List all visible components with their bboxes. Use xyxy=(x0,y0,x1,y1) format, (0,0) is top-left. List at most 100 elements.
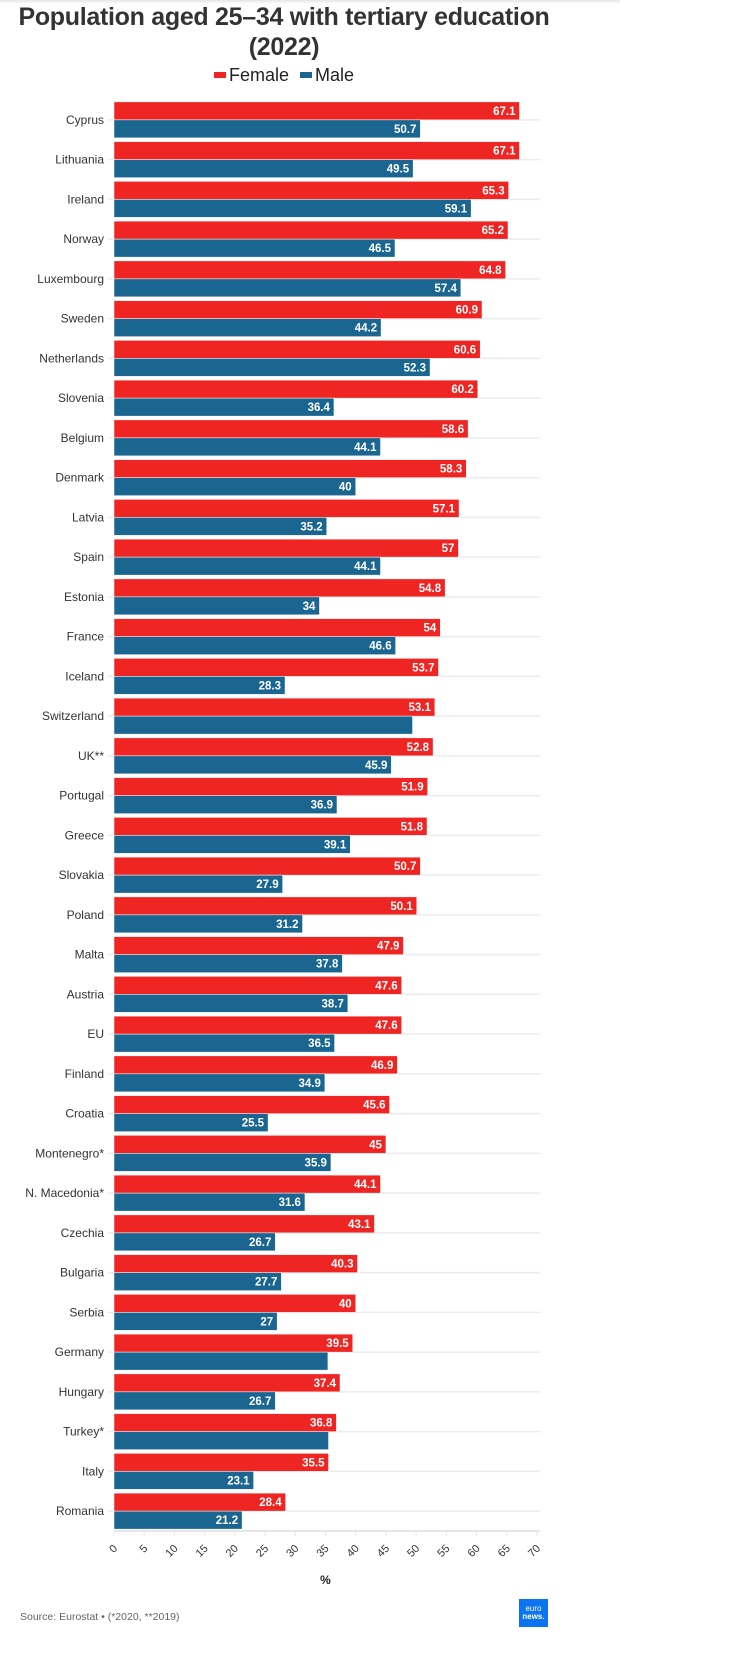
data-label-female: 65.2 xyxy=(482,225,504,237)
bar-male[interactable] xyxy=(113,1073,326,1093)
bar-female[interactable] xyxy=(113,1333,353,1353)
bar-male[interactable] xyxy=(113,1471,254,1490)
bar-female[interactable] xyxy=(113,856,421,876)
x-axis-title: % xyxy=(320,1573,331,1587)
bar-female[interactable] xyxy=(113,737,434,757)
bar-male[interactable] xyxy=(113,874,283,894)
bar-female[interactable] xyxy=(113,976,402,995)
x-tick-label: 25 xyxy=(254,1543,271,1560)
bar-male[interactable] xyxy=(113,1033,335,1053)
category-label: Italy xyxy=(82,1464,104,1478)
bar-female[interactable] xyxy=(113,1055,398,1075)
x-tick-label: 20 xyxy=(224,1543,241,1560)
bar-female[interactable] xyxy=(113,340,481,359)
bar-female[interactable] xyxy=(113,618,441,637)
bar-male[interactable] xyxy=(113,835,351,854)
data-label-male: 27.7 xyxy=(255,1277,277,1289)
category-label: Estonia xyxy=(64,590,104,604)
bar-female[interactable] xyxy=(113,1373,341,1393)
bar-male[interactable] xyxy=(113,199,472,218)
data-label-male: 59.1 xyxy=(445,203,468,215)
bar-female[interactable] xyxy=(113,1015,402,1035)
bar-female[interactable] xyxy=(113,1254,358,1273)
bar-male[interactable] xyxy=(113,914,303,934)
bar-female[interactable] xyxy=(113,1453,329,1472)
data-label-male: 44.2 xyxy=(355,323,377,335)
x-tick-label: 55 xyxy=(435,1543,452,1560)
bar-female[interactable] xyxy=(113,1413,337,1432)
bar-male[interactable] xyxy=(113,596,320,616)
bar-male[interactable] xyxy=(113,119,421,139)
bar-female[interactable] xyxy=(113,697,436,717)
x-tick-label: 70 xyxy=(526,1543,543,1560)
bar-male[interactable] xyxy=(113,477,356,496)
bar-male[interactable] xyxy=(113,1272,282,1291)
bar-male[interactable] xyxy=(113,397,335,417)
data-label-female: 64.8 xyxy=(479,265,502,277)
bar-female[interactable] xyxy=(113,817,428,836)
bar-female[interactable] xyxy=(113,101,520,121)
data-label-male: 52.3 xyxy=(404,362,426,374)
legend: Female Male xyxy=(0,62,568,86)
bar-female[interactable] xyxy=(113,896,417,916)
bar-male[interactable] xyxy=(113,1510,243,1530)
category-label: Latvia xyxy=(72,510,104,524)
bar-male[interactable] xyxy=(113,1431,329,1450)
bar-male[interactable] xyxy=(113,437,381,457)
bar-male[interactable] xyxy=(113,358,431,377)
bar-female[interactable] xyxy=(113,499,460,518)
bar-female[interactable] xyxy=(113,260,506,280)
bar-female[interactable] xyxy=(113,300,483,319)
bar-male[interactable] xyxy=(113,1232,276,1252)
bar-female[interactable] xyxy=(113,1095,390,1114)
bar-male[interactable] xyxy=(113,715,413,735)
bar-female[interactable] xyxy=(113,459,467,478)
data-label-female: 57 xyxy=(442,543,455,555)
bar-male[interactable] xyxy=(113,238,396,258)
category-label: Finland xyxy=(65,1067,104,1081)
x-tick-label: 65 xyxy=(496,1543,513,1560)
bar-male[interactable] xyxy=(113,1312,278,1331)
bar-female[interactable] xyxy=(113,1135,387,1154)
category-label: Serbia xyxy=(69,1305,104,1319)
bar-female[interactable] xyxy=(113,220,509,240)
bar-male[interactable] xyxy=(113,676,286,695)
data-label-male: 36.5 xyxy=(308,1038,331,1050)
bar-male[interactable] xyxy=(113,1351,329,1371)
bar-male[interactable] xyxy=(113,1391,276,1411)
bar-male[interactable] xyxy=(113,517,327,536)
bar-male[interactable] xyxy=(113,1113,269,1132)
legend-item-female[interactable]: Female xyxy=(213,65,289,86)
bar-male[interactable] xyxy=(113,954,343,973)
bar-male[interactable] xyxy=(113,159,414,178)
bar-male[interactable] xyxy=(113,994,349,1013)
bar-female[interactable] xyxy=(113,141,520,160)
bar-female[interactable] xyxy=(113,1214,375,1234)
data-label-female: 45 xyxy=(369,1139,382,1151)
bar-female[interactable] xyxy=(113,777,428,796)
bar-female[interactable] xyxy=(113,538,459,558)
bar-male[interactable] xyxy=(113,795,338,814)
bar-female[interactable] xyxy=(113,379,479,399)
category-label: Belgium xyxy=(61,431,104,445)
bar-female[interactable] xyxy=(113,181,509,200)
bar-male[interactable] xyxy=(113,1153,332,1172)
bar-male[interactable] xyxy=(113,1192,306,1212)
legend-item-male[interactable]: Male xyxy=(300,65,354,86)
bar-male[interactable] xyxy=(113,636,396,655)
bar-female[interactable] xyxy=(113,578,446,598)
category-label: Iceland xyxy=(65,669,104,683)
bar-female[interactable] xyxy=(113,658,439,677)
data-label-female: 46.9 xyxy=(371,1060,393,1072)
bar-female[interactable] xyxy=(113,936,404,955)
data-label-male: 26.7 xyxy=(249,1237,271,1249)
top-shadow xyxy=(0,0,620,4)
bar-male[interactable] xyxy=(113,755,392,775)
bar-female[interactable] xyxy=(113,1294,356,1313)
bar-male[interactable] xyxy=(113,556,381,576)
bar-male[interactable] xyxy=(113,278,462,298)
bar-male[interactable] xyxy=(113,318,382,337)
bar-female[interactable] xyxy=(113,1174,381,1194)
bar-female[interactable] xyxy=(113,419,469,439)
x-tick-label: 0 xyxy=(107,1543,120,1556)
